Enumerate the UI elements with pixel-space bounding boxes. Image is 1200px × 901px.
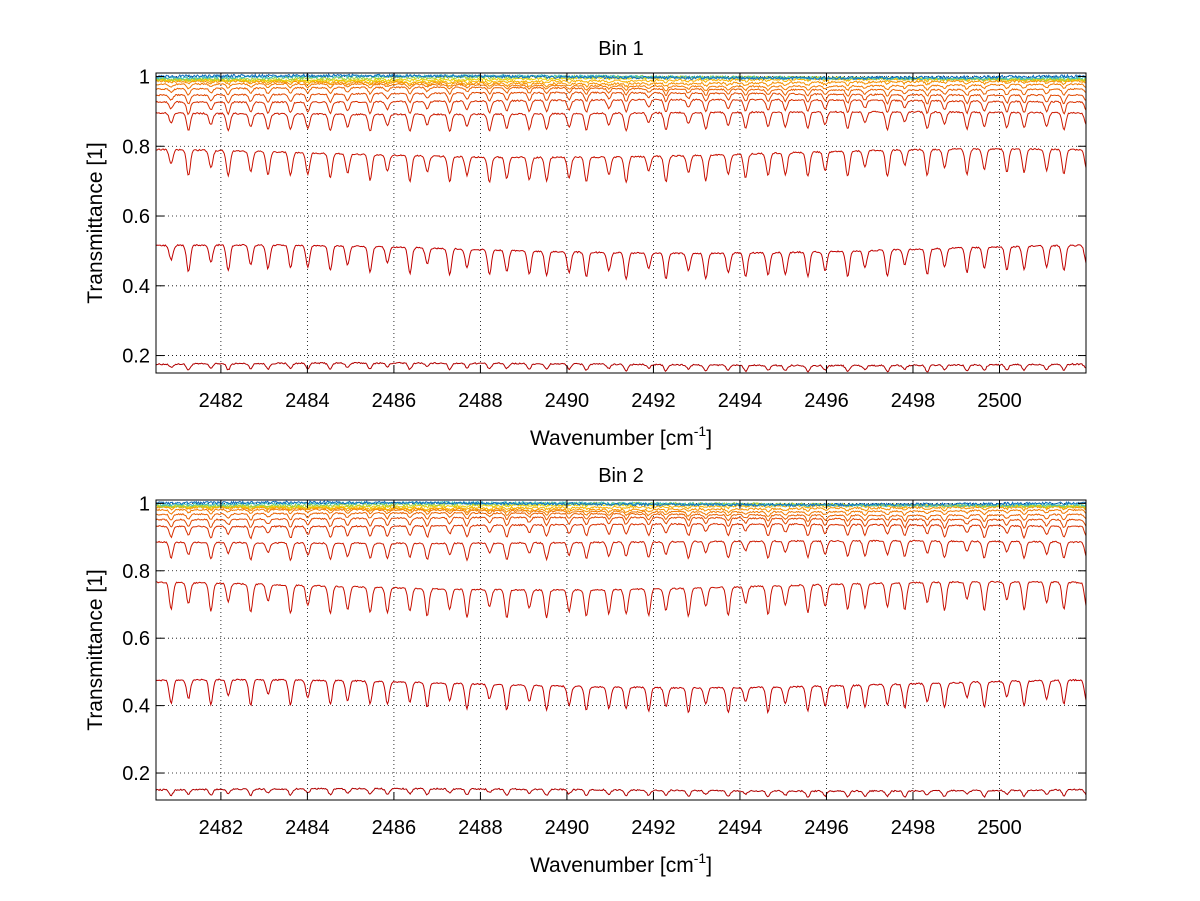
x-tick-label: 2498 bbox=[891, 390, 936, 412]
y-tick-label: 0.6 bbox=[122, 206, 150, 228]
series-line-6 bbox=[155, 91, 1087, 105]
x-axis-label-superscript: -1 bbox=[694, 423, 707, 439]
tick-marks bbox=[156, 73, 1086, 373]
y-axis-label: Transmittance [1] bbox=[84, 569, 107, 730]
tick-marks bbox=[156, 500, 1086, 800]
series-line-14 bbox=[155, 500, 1087, 508]
series-line-7 bbox=[156, 511, 1087, 523]
series-line-4 bbox=[155, 110, 1087, 133]
series-line-8 bbox=[155, 82, 1087, 92]
series-line-5 bbox=[155, 98, 1087, 116]
x-tick-label: 2496 bbox=[804, 817, 849, 839]
x-tick-label: 2494 bbox=[718, 817, 763, 839]
series-line-5 bbox=[155, 522, 1087, 540]
y-tick-label: 0.2 bbox=[122, 346, 150, 368]
y-tick-label: 0.2 bbox=[122, 763, 150, 785]
x-axis-label-main: Wavenumber [cm bbox=[530, 427, 694, 450]
x-tick-label: 2498 bbox=[891, 817, 936, 839]
x-tick-label: 2486 bbox=[372, 390, 417, 412]
series-line-6 bbox=[155, 515, 1087, 530]
series-line-2 bbox=[155, 678, 1087, 715]
x-tick-label: 2500 bbox=[977, 817, 1022, 839]
x-tick-label: 2484 bbox=[285, 817, 330, 839]
x-axis-label-suffix: ] bbox=[706, 427, 712, 450]
y-tick-label: 1 bbox=[139, 493, 150, 515]
x-axis-label: Wavenumber [cm-1] bbox=[530, 850, 712, 877]
series-line-1 bbox=[155, 361, 1087, 373]
x-tick-label: 2494 bbox=[718, 390, 763, 412]
series-line-1 bbox=[155, 787, 1087, 798]
x-tick-label: 2488 bbox=[458, 390, 503, 412]
chart-panel-2: 2482 2484 2486 2488 2490 2492 2494 2496 2498 2500… bbox=[84, 465, 1087, 877]
y-axis-label: Transmittance [1] bbox=[84, 142, 107, 303]
series-line-14 bbox=[155, 73, 1087, 81]
series-line-2 bbox=[155, 243, 1087, 281]
series-line-3 bbox=[155, 580, 1087, 619]
x-tick-label: 2482 bbox=[199, 817, 244, 839]
series-group bbox=[155, 73, 1087, 373]
series-line-8 bbox=[155, 508, 1087, 517]
series-line-4 bbox=[156, 539, 1087, 562]
x-tick-label: 2490 bbox=[545, 390, 590, 412]
x-axis-label-main: Wavenumber [cm bbox=[530, 854, 694, 877]
chart-title: Bin 2 bbox=[598, 465, 644, 487]
axes-box bbox=[155, 72, 1087, 374]
series-group bbox=[155, 500, 1087, 798]
y-tick-label: 0.8 bbox=[122, 561, 150, 583]
series-line-3 bbox=[155, 147, 1087, 184]
plot-area bbox=[156, 73, 1086, 373]
chart-panel-1: 2482 2484 2486 2488 2490 2492 2494 2496 2498 2500… bbox=[84, 38, 1087, 450]
x-tick-label: 2488 bbox=[458, 817, 503, 839]
x-tick-label: 2492 bbox=[631, 817, 676, 839]
series-line-7 bbox=[155, 86, 1087, 97]
plot-area bbox=[156, 500, 1086, 800]
x-tick-label: 2490 bbox=[545, 817, 590, 839]
y-tick-label: 1 bbox=[139, 66, 150, 88]
chart-panels: 2482 2484 2486 2488 2490 2492 2494 2496 2498 2500… bbox=[84, 38, 1087, 877]
chart-title: Bin 1 bbox=[598, 38, 644, 60]
y-tick-label: 0.4 bbox=[122, 696, 150, 718]
x-tick-label: 2496 bbox=[804, 390, 849, 412]
axes-box bbox=[155, 499, 1087, 801]
x-axis-label-suffix: ] bbox=[706, 854, 712, 877]
y-tick-label: 0.8 bbox=[122, 136, 150, 158]
x-tick-label: 2482 bbox=[199, 390, 244, 412]
x-axis-label-superscript: -1 bbox=[694, 850, 707, 866]
x-tick-label: 2486 bbox=[372, 817, 417, 839]
x-tick-label: 2484 bbox=[285, 390, 330, 412]
x-tick-label: 2492 bbox=[631, 390, 676, 412]
x-axis-label: Wavenumber [cm-1] bbox=[530, 423, 712, 450]
y-tick-label: 0.4 bbox=[122, 276, 150, 298]
y-tick-label: 0.6 bbox=[122, 628, 150, 650]
x-tick-label: 2500 bbox=[977, 390, 1022, 412]
